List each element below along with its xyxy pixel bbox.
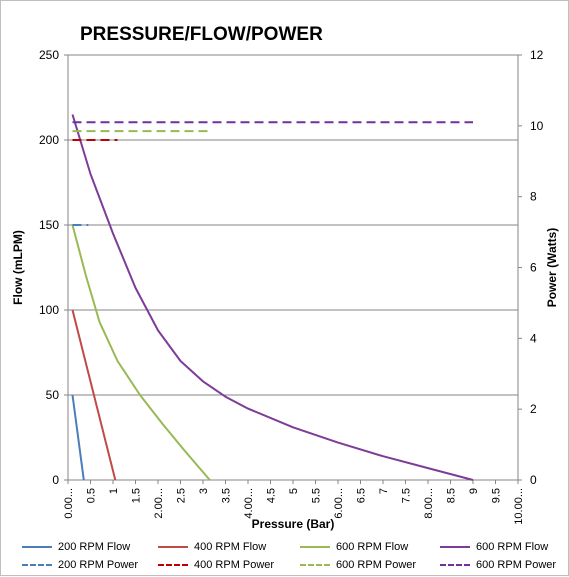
- x-tick-label: 6.5: [356, 488, 368, 503]
- y2-tick-label: 2: [530, 402, 537, 416]
- y-tick-label: 100: [39, 303, 59, 317]
- legend-item: 200 RPM Flow: [22, 541, 130, 553]
- y2-tick-label: 8: [530, 190, 537, 204]
- series-line: [71, 394, 85, 481]
- legend-swatch: [158, 546, 188, 548]
- x-tick-label: 1: [108, 488, 120, 494]
- y2-axis-title: Power (Watts): [545, 228, 559, 308]
- x-tick-label: 2.5: [176, 488, 188, 503]
- legend-label: 600 RPM Power: [476, 559, 557, 571]
- y-tick-label: 250: [39, 48, 59, 62]
- series-line: [71, 309, 117, 481]
- x-tick-label: 0.5: [86, 488, 98, 503]
- y-tick-label: 50: [46, 388, 60, 402]
- x-tick-label: 8.00...: [423, 488, 435, 519]
- x-tick-label: 8.5: [446, 488, 458, 503]
- legend-label: 400 RPM Flow: [194, 541, 267, 553]
- legend-label: 200 RPM Flow: [58, 541, 131, 553]
- legend-item: 600 RPM Power: [300, 559, 416, 571]
- legend-label: 600 RPM Power: [336, 559, 417, 571]
- legend-item: 200 RPM Power: [22, 559, 138, 571]
- legend-item: 600 RPM Power: [440, 559, 556, 571]
- chart-legend: 200 RPM Flow 400 RPM Flow 600 RPM Flow 600 …: [0, 537, 569, 577]
- x-tick-label: 2.00...: [153, 488, 165, 519]
- x-tick-label: 10.00...: [513, 488, 525, 525]
- x-axis-title: Pressure (Bar): [252, 517, 335, 531]
- series-line: [71, 224, 211, 481]
- x-tick-label: 3: [198, 488, 210, 494]
- x-tick-label: 7: [378, 488, 390, 494]
- legend-item: 400 RPM Flow: [158, 541, 266, 553]
- x-tick-label: 9: [468, 488, 480, 494]
- x-tick-label: 4.5: [266, 488, 278, 503]
- y2-tick-label: 12: [530, 48, 544, 62]
- legend-label: 600 RPM Flow: [336, 541, 409, 553]
- y-tick-label: 0: [52, 473, 59, 487]
- y-tick-label: 150: [39, 218, 59, 232]
- x-tick-label: 0.00...: [63, 488, 75, 519]
- x-tick-label: 3.5: [221, 488, 233, 503]
- chart-title: PRESSURE/FLOW/POWER: [80, 24, 323, 45]
- x-tick-label: 5.5: [311, 488, 323, 503]
- legend-label: 600 RPM Flow: [476, 541, 549, 553]
- x-tick-label: 6.00...: [333, 488, 345, 519]
- legend-swatch: [440, 564, 470, 566]
- legend-swatch: [22, 546, 52, 548]
- legend-swatch: [158, 564, 188, 566]
- y-axis-title: Flow (mLPM): [11, 230, 25, 305]
- y2-tick-label: 6: [530, 261, 537, 275]
- legend-swatch: [300, 546, 330, 548]
- x-tick-label: 5: [288, 488, 300, 494]
- y2-tick-label: 0: [530, 473, 537, 487]
- legend-label: 400 RPM Power: [194, 559, 275, 571]
- legend-label: 200 RPM Power: [58, 559, 139, 571]
- x-tick-label: 9.5: [491, 488, 503, 503]
- legend-swatch: [22, 564, 52, 566]
- legend-swatch: [300, 564, 330, 566]
- legend-item: 600 RPM Flow: [300, 541, 408, 553]
- x-tick-label: 7.5: [401, 488, 413, 503]
- legend-item: 400 RPM Power: [158, 559, 274, 571]
- y-tick-label: 200: [39, 133, 59, 147]
- legend-item: 600 RPM Flow: [440, 541, 548, 553]
- x-tick-label: 4.00...: [243, 488, 255, 519]
- legend-swatch: [440, 546, 470, 548]
- y2-tick-label: 10: [530, 119, 544, 133]
- x-tick-label: 1.5: [131, 488, 143, 503]
- y2-tick-label: 4: [530, 331, 537, 345]
- series-line: [71, 114, 474, 481]
